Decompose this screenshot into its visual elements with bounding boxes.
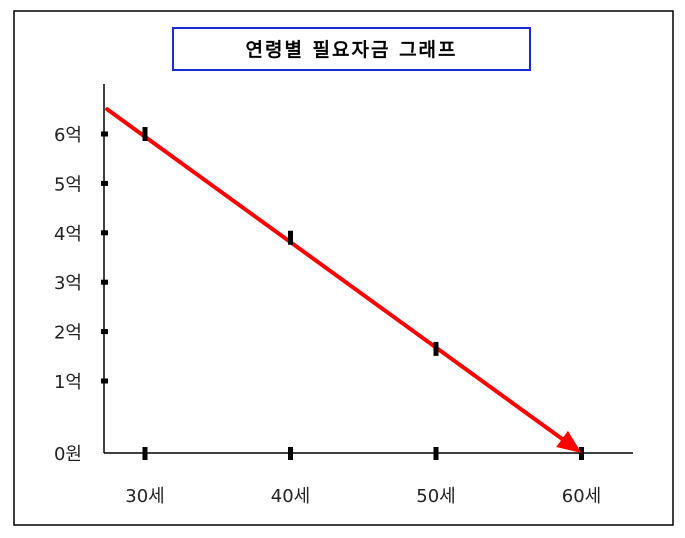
- y-tick-label: 6억: [54, 125, 82, 146]
- x-tick-mark: [433, 447, 439, 460]
- y-tick-mark: [101, 131, 108, 137]
- y-ticks: 0원 1억 2억 3억 4억 5억 6억: [54, 125, 108, 465]
- data-point-marker: [433, 341, 439, 356]
- x-tick-mark: [288, 447, 293, 460]
- x-tick-label: 30세: [125, 486, 164, 507]
- y-tick-label: 0원: [54, 444, 82, 465]
- y-tick-mark: [101, 230, 108, 236]
- chart-title: 연령별 필요자금 그래프: [245, 39, 457, 61]
- y-tick-label: 2억: [54, 323, 82, 344]
- data-point-marker: [288, 230, 293, 245]
- x-tick-label: 50세: [416, 486, 455, 507]
- x-tick-label: 40세: [271, 486, 310, 507]
- series-line: [105, 107, 565, 441]
- x-tick-mark: [142, 447, 148, 460]
- x-tick-mark: [579, 447, 584, 460]
- y-tick-label: 5억: [54, 174, 82, 195]
- data-point-marker: [142, 127, 148, 141]
- y-tick-mark: [101, 329, 108, 335]
- chart-frame: [13, 10, 674, 526]
- x-tick-label: 60세: [562, 486, 601, 507]
- y-tick-label: 3억: [54, 273, 82, 294]
- y-tick-mark: [101, 378, 108, 384]
- y-tick-mark: [101, 180, 108, 186]
- chart-title-box: [172, 27, 531, 71]
- series-arrowhead: [556, 430, 582, 453]
- y-tick-label: 1억: [54, 372, 82, 393]
- series-layer: [105, 107, 582, 453]
- y-tick-mark: [101, 279, 108, 285]
- y-tick-label: 4억: [54, 224, 82, 245]
- x-ticks: 30세 40세 50세 60세: [125, 447, 601, 507]
